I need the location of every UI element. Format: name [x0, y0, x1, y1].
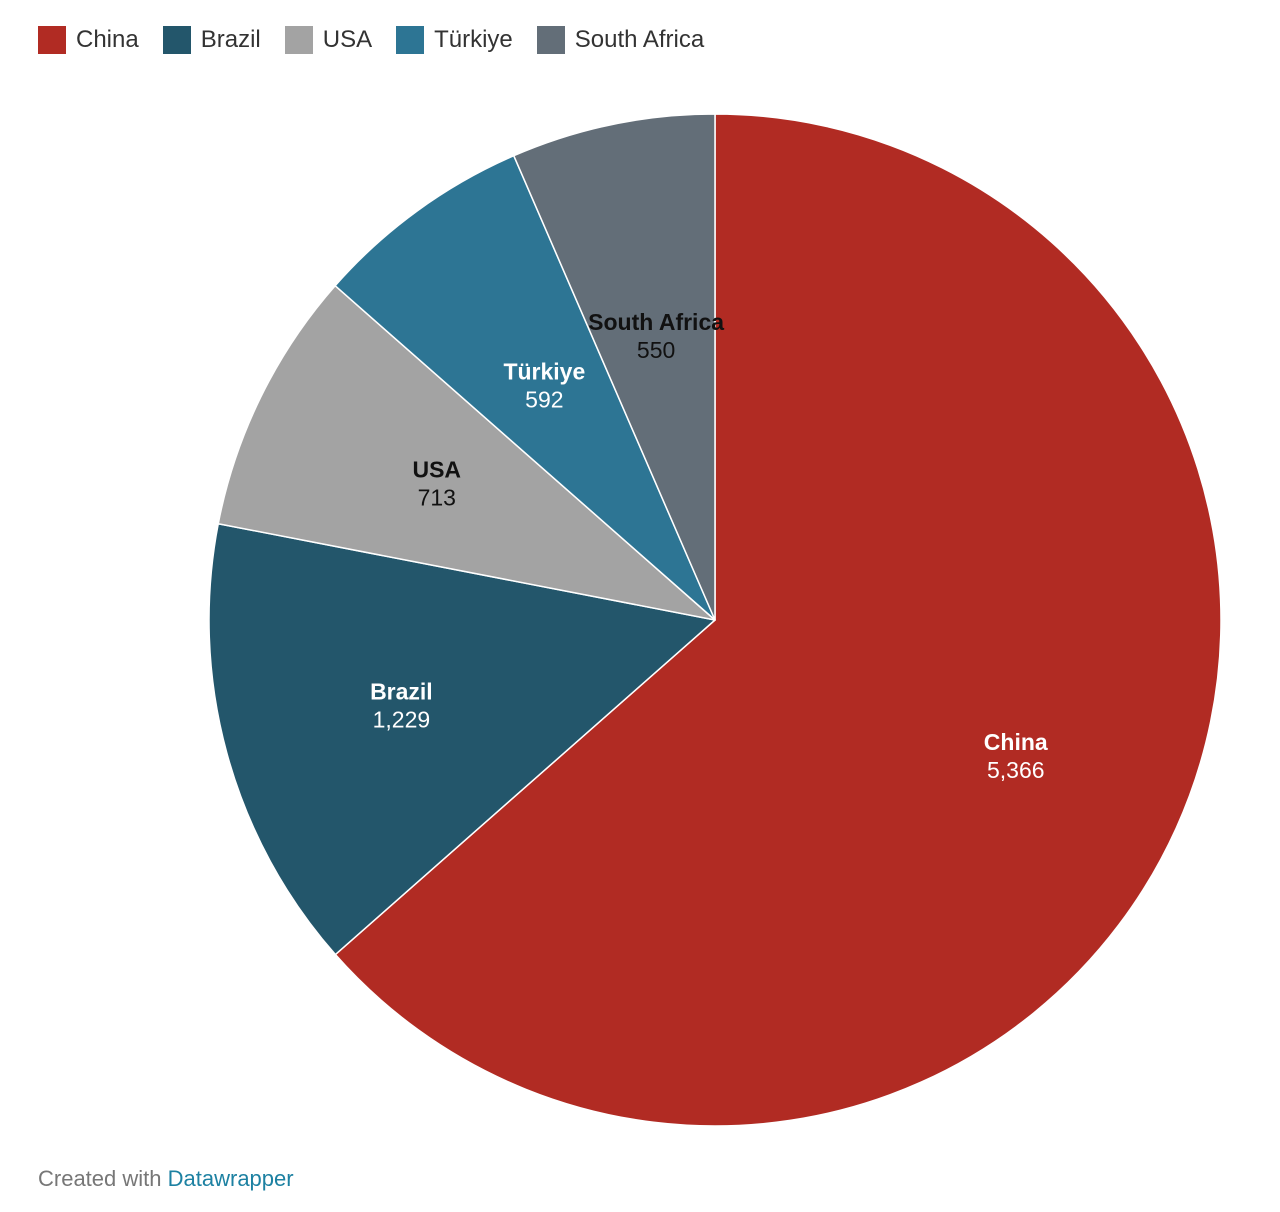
chart-legend: China Brazil USA Türkiye South Africa [38, 24, 728, 56]
legend-swatch-brazil [162, 26, 191, 54]
legend-label-usa: USA [322, 26, 373, 53]
legend-label-turkiye: Türkiye [434, 26, 513, 53]
legend-swatch-south-africa [536, 26, 565, 54]
pie-slices [208, 113, 1222, 1127]
pie-slice-usa [217, 284, 716, 621]
footer-credit: Created with Datawrapper [38, 1166, 294, 1192]
pie-slice-china [334, 113, 1222, 1127]
legend-item-south-africa: South Africa [536, 26, 705, 54]
slice-label-name-south-africa: South Africa [588, 309, 724, 335]
legend-swatch-china [38, 26, 66, 54]
legend-label-south-africa: South Africa [574, 26, 705, 53]
legend-item-usa: USA [284, 26, 373, 54]
datawrapper-link[interactable]: Datawrapper [167, 1166, 294, 1191]
slice-label-value-usa: 713 [418, 484, 456, 510]
slice-label-value-turkiye: 592 [525, 387, 563, 413]
slice-label-value-brazil: 1,229 [373, 706, 431, 732]
slice-label-value-south-africa: 550 [637, 337, 675, 363]
legend-swatch-usa [284, 26, 313, 54]
slice-label-name-turkiye: Türkiye [503, 359, 585, 385]
legend-item-china: China [38, 26, 139, 54]
pie-slice-south-africa [513, 113, 716, 621]
slice-label-name-usa: USA [412, 456, 461, 482]
footer-prefix: Created with [38, 1166, 162, 1191]
slice-label-name-brazil: Brazil [370, 678, 433, 704]
legend-label-brazil: Brazil [200, 26, 261, 53]
legend-swatch-turkiye [396, 26, 425, 54]
legend-item-brazil: Brazil [162, 26, 261, 54]
pie-slice-turkiye [334, 154, 716, 621]
legend-item-turkiye: Türkiye [396, 26, 513, 54]
legend-label-china: China [76, 26, 139, 53]
slice-label-value-china: 5,366 [987, 757, 1045, 783]
pie-slice-brazil [208, 522, 716, 956]
slice-label-name-china: China [984, 729, 1048, 755]
